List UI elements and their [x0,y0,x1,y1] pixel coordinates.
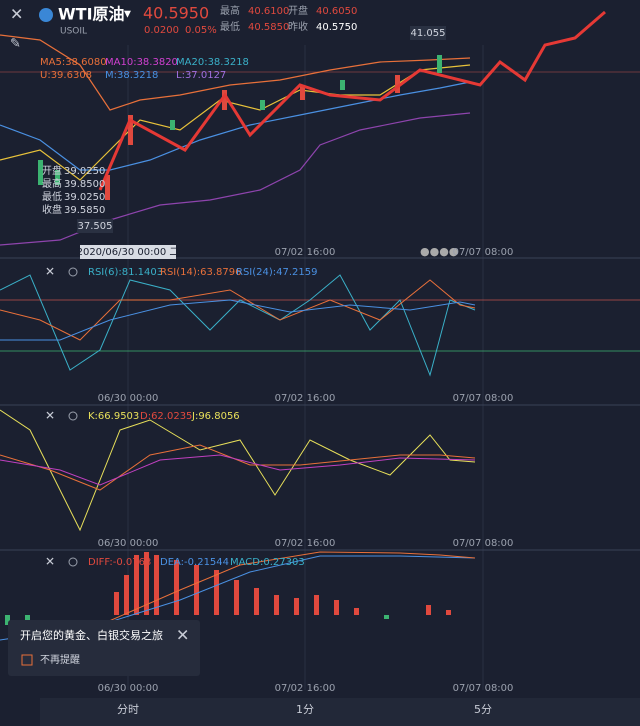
panel-close[interactable]: ✕ [45,409,55,423]
cursor-time-bg [80,245,176,259]
time-label: 06/30 00:00 [98,393,159,404]
change-pct: 0.05% [185,25,217,36]
annotation-arrows [98,10,606,191]
tab-bar [40,698,640,726]
high-label-bg [410,26,446,40]
kdj-lines [0,409,476,532]
symbol-code: USOIL [60,27,87,37]
stat-value: 40.6050 [316,6,357,17]
macd-bars [5,552,451,625]
pager-dots[interactable]: ●●●● [420,245,458,258]
popup-checkbox-label: 不再提醒 [40,654,80,666]
dropdown-icon[interactable]: ▼ [124,10,131,20]
time-label: 06/30 00:00 [98,683,159,694]
time-label: 07/07 08:00 [453,393,514,404]
close-icon[interactable]: ✕ [10,5,23,24]
ma-label: MA10:38.3820 [105,57,178,68]
kdj-label: D:62.0235 [140,411,192,422]
kdj-label: K:66.9503 [88,411,139,422]
boll-label: U:39.6308 [40,70,92,81]
stat-value: 40.6100 [248,6,289,17]
rsi-label: RSI(24):47.2159 [236,267,318,278]
symbol-icon [39,8,53,22]
high-label: 41.055 [411,28,446,39]
stat-value: 40.5850 [248,22,289,33]
stat-label: 昨收 [288,20,308,33]
panel-settings[interactable] [68,267,78,277]
macd-label: DEA:-0.21544 [160,557,229,568]
cursor-time: 2020/06/30 00:00 二 [77,247,180,258]
candles [38,55,442,200]
popup-title: 开启您的黄金、白银交易之旅 [20,628,163,642]
time-label: 07/02 16:00 [275,538,336,549]
low-label-bg [77,219,113,233]
rsi-label: RSI(6):81.1403 [88,267,163,278]
stat-value: 40.5750 [316,22,357,33]
time-label: 07/02 16:00 [275,683,336,694]
ma-label: MA5:38.6080 [40,57,107,68]
ohlc-label: 收盘 [42,203,62,216]
rsi-label: RSI(14):63.8796 [160,267,242,278]
symbol-name: WTI原油 [58,5,125,24]
price: 40.5950 [143,4,209,23]
time-label: 07/07 08:00 [453,683,514,694]
boll-label: L:37.0127 [176,70,226,81]
ma-label: MA20:38.3218 [176,57,249,68]
ohlc-value: 39.8500 [64,179,105,190]
panel-settings[interactable] [68,411,78,421]
tab[interactable]: 5分 [474,703,492,716]
popup-checkbox[interactable] [21,654,33,666]
ohlc-label: 开盘 [42,164,62,177]
time-label: 07/07 08:00 [453,538,514,549]
tab[interactable]: 1分 [296,703,314,716]
ohlc-label: 最高 [42,177,62,190]
tab[interactable]: 分时 [117,703,139,716]
rsi-lines [0,274,476,377]
popup [8,620,200,676]
stat-label: 开盘 [288,4,308,17]
ohlc-value: 39.0250 [64,166,105,177]
popup-close[interactable]: ✕ [176,626,189,645]
kdj-label: J:96.8056 [191,411,240,422]
macd-label: DIFF:-0.0763 [88,557,151,568]
stat-label: 最低 [220,20,240,33]
ohlc-label: 最低 [42,190,62,203]
macd-label: MACD:0.27303 [230,557,305,568]
time-label: 06/30 00:00 [98,538,159,549]
panel-settings[interactable] [68,557,78,567]
time-label: 07/02 16:00 [275,393,336,404]
low-label: 37.505 [78,221,113,232]
stat-label: 最高 [220,4,240,17]
time-label: 07/02 16:00 [275,247,336,258]
boll-label: M:38.3218 [105,70,158,81]
time-label: 07/07 08:00 [453,247,514,258]
ohlc-value: 39.0250 [64,192,105,203]
panel-close[interactable]: ✕ [45,555,55,569]
ohlc-value: 39.5850 [64,205,105,216]
draw-icon[interactable]: ✎ [10,37,21,52]
change: 0.0200 [144,25,179,36]
panel-close[interactable]: ✕ [45,265,55,279]
